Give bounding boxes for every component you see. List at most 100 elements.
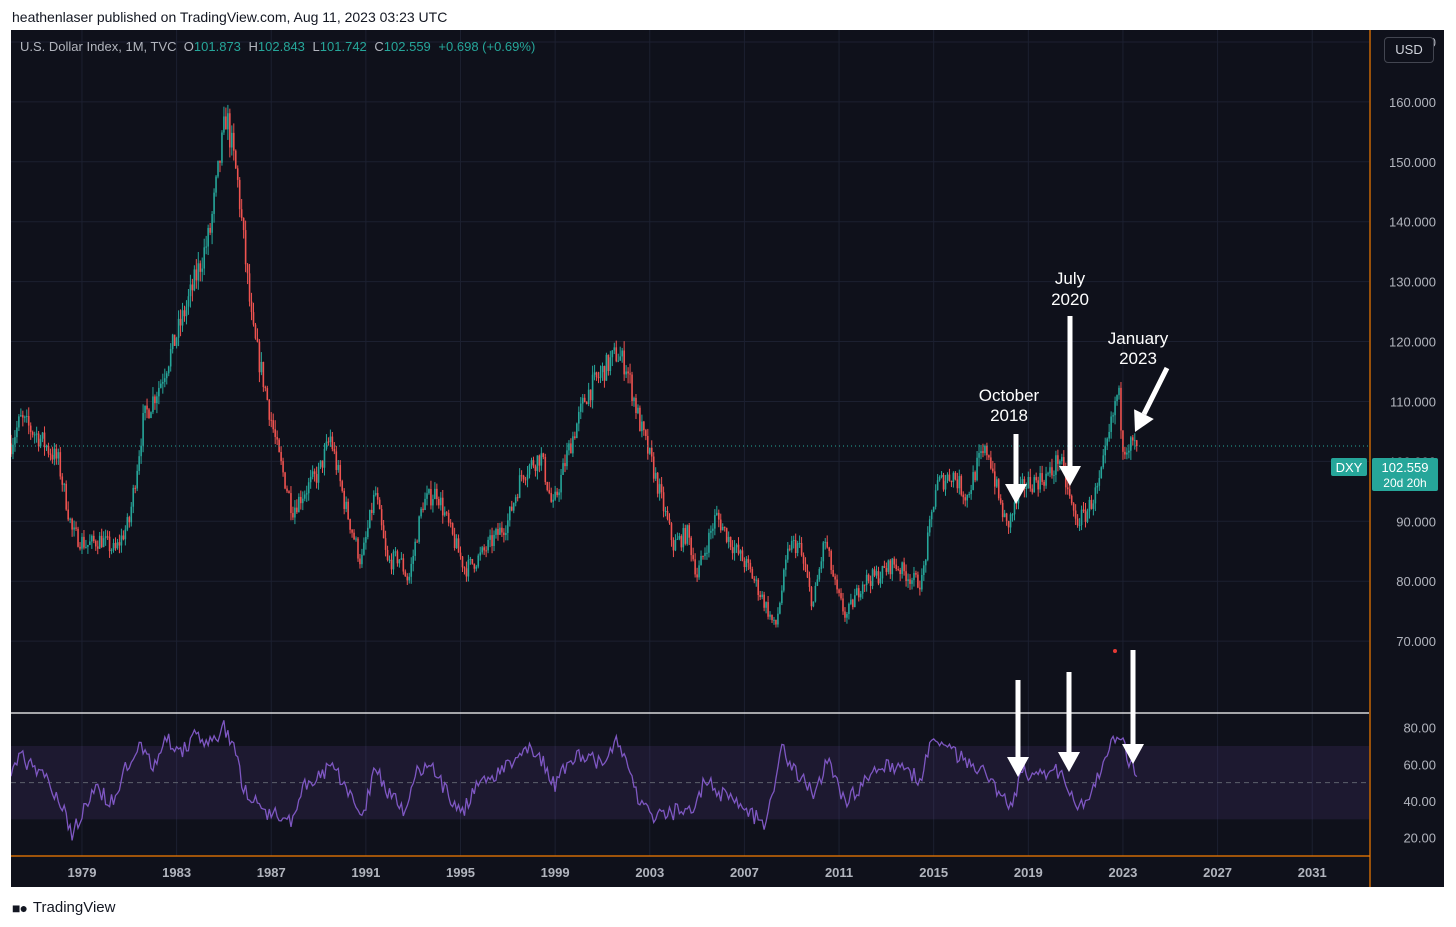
candle-body [229, 113, 231, 148]
price-scale[interactable]: 70.00080.00090.000100.000110.000120.0001… [1389, 35, 1436, 649]
candle-body [534, 466, 537, 471]
candle-body [392, 551, 395, 570]
candle-body [1135, 440, 1138, 447]
candle-body [664, 510, 667, 512]
candle-body [786, 548, 789, 560]
candle-body [921, 574, 923, 590]
candle-body [591, 374, 594, 401]
candle-body [680, 536, 683, 548]
candle-body [1037, 480, 1039, 490]
candle-body [978, 452, 980, 458]
candle-body [745, 558, 748, 568]
candle-body [788, 548, 791, 550]
candle-body [737, 544, 740, 554]
candle-body [45, 446, 48, 448]
candle-body [443, 512, 446, 516]
candle-body [59, 452, 62, 477]
candle-body [195, 269, 198, 281]
time-scale[interactable]: 1979 1983 1987 1991 1995 1999 2003 2007 2011 2015… [68, 865, 1327, 880]
candle-body [538, 455, 541, 466]
candle-body [400, 558, 403, 560]
candle-body [905, 571, 907, 581]
arrow-jul-2020-head [1059, 466, 1081, 486]
candle-body [840, 593, 842, 599]
candle-body [191, 284, 194, 291]
candle-body [479, 552, 482, 556]
candle-body [648, 447, 651, 454]
candle-body [982, 451, 984, 453]
candle-body [378, 499, 381, 510]
candle-body [946, 474, 949, 481]
candle-body [432, 499, 434, 506]
candle-body [89, 541, 91, 545]
candle-body [846, 613, 848, 618]
candle-body [824, 541, 827, 543]
candle-body [1124, 451, 1126, 455]
candle-body [1025, 488, 1028, 490]
candle-body [16, 427, 18, 438]
candle-body [1011, 514, 1014, 516]
candle-body [1084, 509, 1087, 522]
candle-body [49, 453, 52, 455]
candle-body [116, 542, 119, 549]
candle-body [197, 263, 200, 281]
candle-body [694, 559, 696, 575]
candle-body [970, 490, 972, 495]
candle-body [128, 517, 131, 523]
candle-body [104, 536, 107, 539]
candle-body [369, 509, 371, 528]
candle-body [554, 491, 556, 500]
candle-body [112, 542, 115, 551]
candle-body [1132, 437, 1134, 441]
candle-body [984, 445, 986, 453]
candle-body [152, 396, 154, 413]
candle-body [911, 580, 913, 584]
candle-body [972, 472, 974, 491]
candle-body [475, 566, 478, 569]
candle-body [785, 559, 787, 570]
price-tick-label: 130.000 [1389, 275, 1436, 290]
candle-body [1027, 476, 1030, 489]
candle-body [560, 474, 562, 493]
candle-body [57, 452, 60, 459]
candle-body [372, 494, 375, 514]
candle-body [14, 437, 16, 445]
candle-body [662, 492, 665, 512]
rsi-scale[interactable]: 20.00 40.00 60.00 80.00 [1403, 721, 1436, 846]
candle-body [1126, 452, 1128, 455]
candle-body [303, 494, 306, 499]
candle-body [325, 441, 328, 449]
currency-button[interactable]: USD [1384, 37, 1434, 63]
candle-body [236, 168, 239, 180]
candle-body [1009, 514, 1012, 528]
candle-body [142, 412, 144, 446]
legend-close-key: C [374, 39, 384, 54]
candle-body [171, 334, 174, 350]
candle-body [792, 540, 795, 542]
tradingview-brand: TradingView [32, 899, 116, 916]
candle-body [67, 509, 69, 520]
candle-body [93, 535, 95, 542]
candle-body [562, 463, 564, 475]
arrow-oct-2018-head [1005, 484, 1027, 504]
candle-body [672, 540, 675, 551]
candle-body [706, 552, 708, 554]
candle-body [85, 546, 87, 548]
candle-body [47, 446, 50, 454]
candle-body [87, 544, 89, 547]
candle-body [29, 425, 32, 432]
candle-body [495, 529, 497, 535]
candle-body [708, 532, 710, 553]
tradingview-logo[interactable]: ■● TradingView [12, 899, 115, 916]
candle-body [280, 451, 282, 462]
time-tick-label: 2031 [1298, 865, 1327, 880]
candle-body [485, 550, 487, 552]
candle-body [258, 341, 261, 373]
candle-body [611, 350, 614, 358]
candle-body [863, 584, 866, 586]
candle-body [1086, 511, 1089, 522]
candle-body [11, 443, 12, 455]
candle-body [100, 535, 103, 548]
candle-body [779, 603, 781, 614]
price-tick-label: 140.000 [1389, 215, 1436, 230]
